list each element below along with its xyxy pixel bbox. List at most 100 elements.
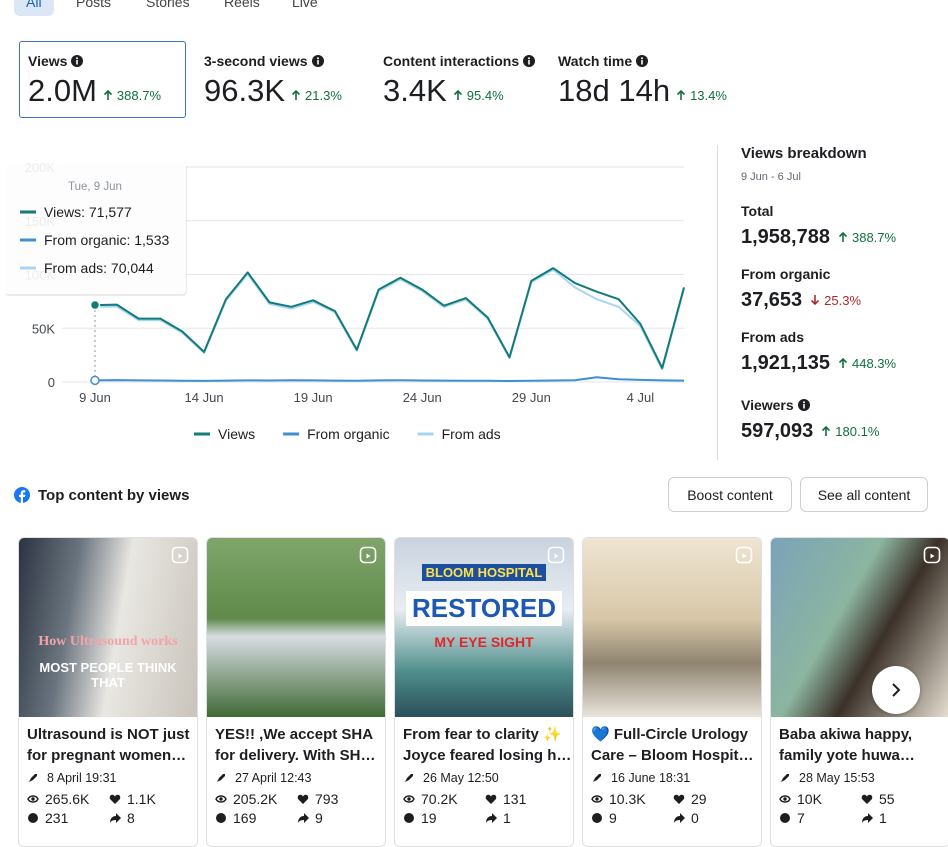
post-title-line: family yote huwa…: [779, 747, 915, 764]
tab[interactable]: Reels: [224, 0, 260, 10]
trend-arrow: [103, 89, 112, 100]
info-icon: [523, 55, 536, 67]
shares-icon-part: [110, 813, 121, 823]
metric-label-row: 3-second views: [204, 53, 342, 69]
views-icon-part: [31, 797, 35, 801]
breakdown-change: 25.3%: [810, 293, 861, 308]
post-title-line: Ultrasound is NOT just: [27, 726, 190, 743]
trend-arrow: [453, 89, 462, 100]
info-icon: [797, 399, 810, 411]
reel-icon-part: [923, 546, 941, 564]
metric-card[interactable]: Views 2.0M 388.7%: [19, 41, 186, 118]
post-date-row: 28 May 15:53: [771, 766, 948, 785]
reel-icon: [547, 546, 565, 564]
views-icon: [779, 795, 791, 803]
post-card[interactable]: Baba akiwa happy, family yote huwa… 28 May…: [770, 537, 948, 847]
boost-icon-part: [217, 774, 225, 782]
tab[interactable]: Live: [292, 0, 318, 10]
reel-icon: [171, 546, 189, 564]
thumbnail-text: RESTORED: [406, 591, 562, 626]
trend-arrow-part: [453, 89, 462, 100]
views-icon: [27, 795, 39, 803]
metric-value-row: 18d 14h 13.4%: [558, 73, 727, 109]
comments-icon: [780, 813, 790, 823]
post-stat: 205.2K: [215, 791, 297, 807]
breakdown-change-value: 388.7%: [851, 229, 897, 245]
views-icon-part: [407, 797, 411, 801]
metric-change: 388.7%: [103, 88, 161, 103]
post-date: 8 April 19:31: [47, 771, 117, 785]
post-thumbnail: [207, 538, 385, 717]
series-line: [94, 376, 685, 382]
breakdown-change: 180.1%: [821, 424, 879, 439]
chevron-icon-part: [892, 683, 901, 697]
tooltip-item: From ads: 70,044: [44, 260, 154, 276]
button[interactable]: See all content: [800, 477, 928, 512]
breakdown-value-row: 597,093 180.1%: [741, 420, 941, 443]
post-reactions: 29: [691, 791, 707, 807]
post-card[interactable]: How Ultrasound works MOST PEOPLE THINK THA…: [18, 537, 198, 847]
views-icon-part: [219, 797, 223, 801]
next-button[interactable]: [872, 666, 920, 714]
metric-label: Views: [28, 53, 68, 69]
comments-icon-part: [28, 813, 38, 823]
reactions-icon: [297, 794, 309, 804]
post-card[interactable]: 💙 Full-Circle Urology Care – Bloom Hospit…: [582, 537, 762, 847]
metric-card[interactable]: Watch time 18d 14h 13.4%: [549, 41, 736, 118]
thumbnail-text: BLOOM HOSPITAL: [421, 564, 547, 581]
info-icon-part: [641, 57, 644, 60]
breakdown-label-row: Total: [741, 203, 941, 219]
reactions-icon: [673, 794, 685, 804]
reel-icon: [923, 546, 941, 564]
boost-icon: [217, 774, 225, 782]
breakdown-item: Viewers 597,093 180.1%: [741, 397, 941, 443]
post-title: Ultrasound is NOT just for pregnant women…: [19, 717, 197, 766]
post-stat: 131: [485, 791, 565, 807]
views-breakdown: Views breakdown 9 Jun - 6 Jul Total 1,958,7…: [741, 145, 941, 443]
metric-card[interactable]: Content interactions 3.4K 95.4%: [374, 41, 544, 118]
views-icon: [215, 795, 227, 803]
hover-point: [89, 299, 101, 311]
post-title-line: YES!! ,We accept SHA: [215, 726, 374, 743]
breakdown-item: Total 1,958,788 388.7%: [741, 203, 941, 249]
post-views: 205.2K: [233, 791, 278, 807]
shares-icon: [674, 813, 685, 823]
boost-icon: [593, 774, 601, 782]
metric-label-row: Content interactions: [383, 53, 536, 69]
thumbnail-text: How Ultrasound works: [38, 634, 178, 649]
button[interactable]: Boost content: [668, 477, 792, 512]
post-title-line: Joyce feared losing h…: [403, 747, 572, 764]
x-tick-label: 14 Jun: [185, 390, 224, 405]
post-card[interactable]: YES!! ,We accept SHA for delivery. With S…: [206, 537, 386, 847]
post-stat: 10K: [779, 791, 861, 807]
reel-icon: [735, 546, 753, 564]
trend-arrow: [676, 89, 686, 100]
tab[interactable]: Posts: [76, 0, 112, 10]
metric-value-row: 2.0M 388.7%: [28, 73, 177, 109]
thumbnail-text: MOST PEOPLE THINK: [39, 660, 177, 675]
hover-point: [90, 375, 100, 386]
tab[interactable]: All: [14, 0, 54, 16]
breakdown-label-row: From organic: [741, 266, 941, 282]
boost-icon-part: [29, 774, 37, 782]
post-stat: 9: [297, 810, 377, 826]
trend-arrow-part: [811, 295, 820, 306]
post-date: 16 June 18:31: [611, 771, 691, 785]
shares-icon: [862, 813, 873, 823]
post-card[interactable]: BLOOM HOSPITAL RESTORED MY EYE SIGHT From f…: [394, 537, 574, 847]
reactions-icon-part: [485, 794, 497, 804]
divider: [717, 145, 718, 460]
post-shares: 9: [315, 810, 323, 826]
breakdown-date: 9 Jun - 6 Jul: [741, 171, 801, 183]
info-icon-part: [528, 57, 531, 60]
trend-arrow: [822, 425, 831, 436]
post-date: 28 May 15:53: [799, 771, 875, 785]
breakdown-value: 1,958,788: [741, 226, 830, 248]
metric-card[interactable]: 3-second views 96.3K 21.3%: [195, 41, 351, 118]
metric-change-value: 13.4%: [690, 87, 727, 103]
post-stat: 8: [109, 810, 189, 826]
info-icon-part: [316, 60, 319, 65]
post-date-row: 16 June 18:31: [583, 766, 761, 785]
metric-label-row: Views: [28, 53, 177, 69]
tab[interactable]: Stories: [146, 0, 190, 10]
